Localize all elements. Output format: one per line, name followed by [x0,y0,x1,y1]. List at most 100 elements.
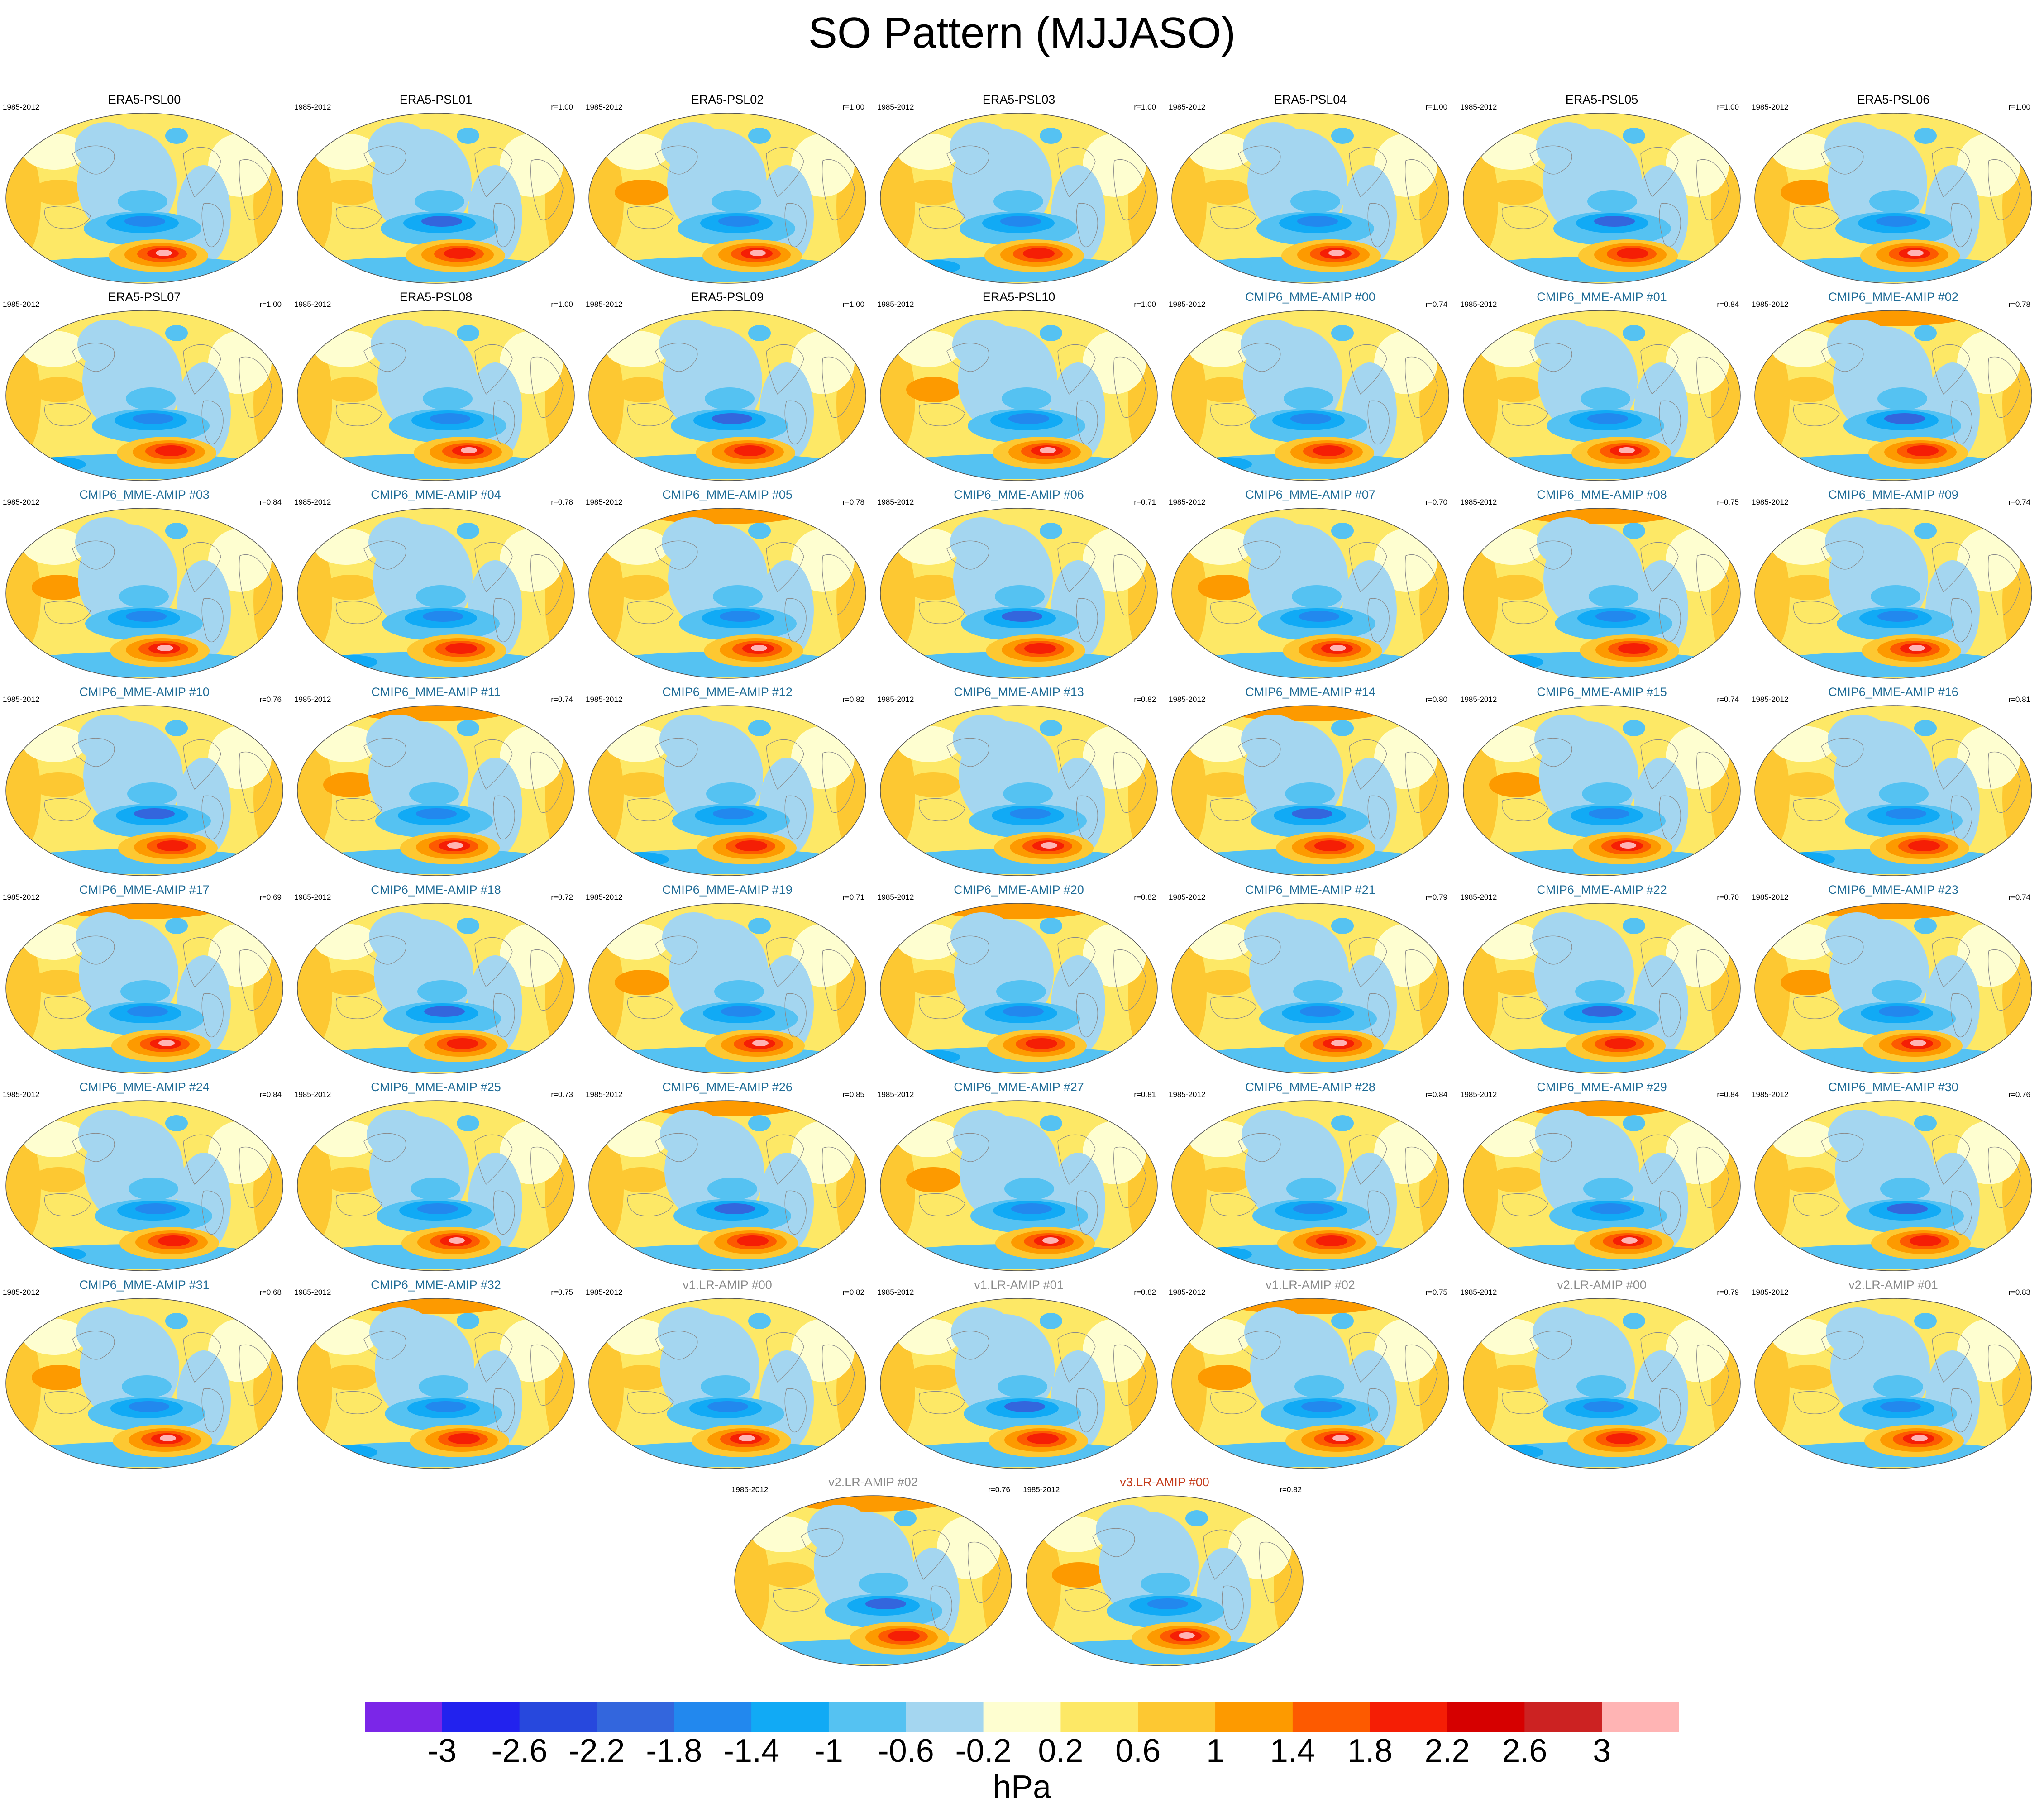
contour-area [996,980,1046,1003]
coastline [1405,554,1438,616]
coastline [335,798,382,821]
coastline [655,935,698,965]
contour-area [1489,655,1543,669]
contour-area [1606,1433,1638,1444]
coastline [1821,738,1864,767]
coastline [335,1391,382,1414]
map-panel: CMIP6_MME-AMIP #10 1985-2012 r=0.76 [3,685,286,880]
contour-area [323,575,377,600]
map [880,1100,1158,1271]
colorbar-tick-label: -1.4 [723,1733,780,1769]
coastline [1640,1332,1679,1383]
colorbar-frame [365,1702,1679,1732]
contour-area [424,1006,465,1017]
contour-area [1781,772,1835,797]
colorbar-tick-label: 3 [1593,1733,1611,1769]
contour-area [1083,726,1146,789]
contour-area [1189,529,1252,565]
map-panel: v1.LR-AMIP #00 1985-2012 r=0.82 [586,1278,869,1473]
contour-area [1825,912,1889,962]
map-border [1463,1298,1741,1469]
panel-period: 1985-2012 [3,498,40,506]
contour-area [461,447,477,453]
coastline [1210,1193,1257,1216]
colorbar-swatch [983,1702,1061,1732]
contour-area [1489,970,1543,995]
panel-correlation: r=0.84 [259,1090,282,1099]
panel-correlation: r=1.00 [1717,103,1739,111]
coastline [918,601,965,624]
coastline [1640,344,1679,395]
contour-area [1534,715,1598,764]
contour-area [1781,575,1835,600]
contour-area [1244,1307,1308,1357]
contour-area [1147,1598,1188,1609]
coastline [474,147,513,197]
contour-area [1244,912,1307,962]
contour-area [1957,1121,2020,1184]
contour-area [1489,1365,1543,1390]
contour-area [1623,325,1645,341]
contour-area [906,852,960,867]
contour-area [1884,413,1925,424]
coastline [1529,343,1572,372]
coastline [627,798,674,821]
contour-area [1003,1006,1044,1017]
contour-area [1141,1573,1190,1595]
contour-area [1008,413,1049,424]
colorbar-swatch [1292,1702,1371,1732]
coastline [530,159,564,221]
panel-correlation: r=0.73 [551,1090,573,1099]
contour-area [1331,1040,1347,1046]
coastline [1076,1388,1098,1433]
contour-area [366,715,430,764]
map [588,1298,866,1469]
panel-title: ERA5-PSL06 [1857,93,1930,106]
panel-correlation: r=0.84 [1425,1090,1447,1099]
contour-area [752,1040,769,1046]
contour-area [1374,1319,1437,1382]
coastline [239,159,272,221]
panel-title: CMIP6_MME-AMIP #22 [1537,883,1667,897]
map [1171,508,1449,679]
contour-area [1228,1516,1292,1579]
contour-area [1536,122,1600,172]
coastline [1659,1190,1681,1235]
panel-title: CMIP6_MME-AMIP #26 [662,1080,793,1094]
contour-area [748,1313,771,1329]
map-border [1171,508,1449,679]
map-border [1754,1100,2032,1271]
contour-area [1004,1401,1045,1412]
contour-area [445,643,477,654]
map-panel: ERA5-PSL00 1985-2012 [3,93,286,287]
contour-area [314,1319,377,1355]
coastline [201,598,224,643]
panel-correlation: r=0.81 [1134,1090,1156,1099]
coastline [1696,159,1729,221]
coastline [930,1585,952,1630]
map [1754,1298,2032,1469]
contour-area [1003,782,1053,805]
contour-area [748,918,771,934]
map-panel: ERA5-PSL06 1985-2012 r=1.00 [1752,93,2035,287]
coastline [335,601,382,624]
coastline [627,1193,674,1216]
contour-area [865,1598,906,1609]
contour-area [423,611,463,622]
panel-title: CMIP6_MME-AMIP #00 [1245,290,1375,304]
coastline [1057,147,1096,197]
map-panel: ERA5-PSL07 1985-2012 r=1.00 [3,290,286,485]
contour-area [314,924,377,960]
map [297,705,575,876]
contour-area [714,1203,755,1214]
map-panel: CMIP6_MME-AMIP #02 1985-2012 r=0.78 [1752,290,2035,485]
coastline [1501,798,1548,821]
coastline [530,949,564,1011]
colorbar-swatch [1602,1702,1679,1732]
map-border [1171,113,1449,284]
contour-area [1781,1050,1835,1064]
contour-area [500,1319,563,1382]
coastline [1210,601,1257,624]
contour-area [500,331,563,394]
coastline [1932,147,1970,197]
